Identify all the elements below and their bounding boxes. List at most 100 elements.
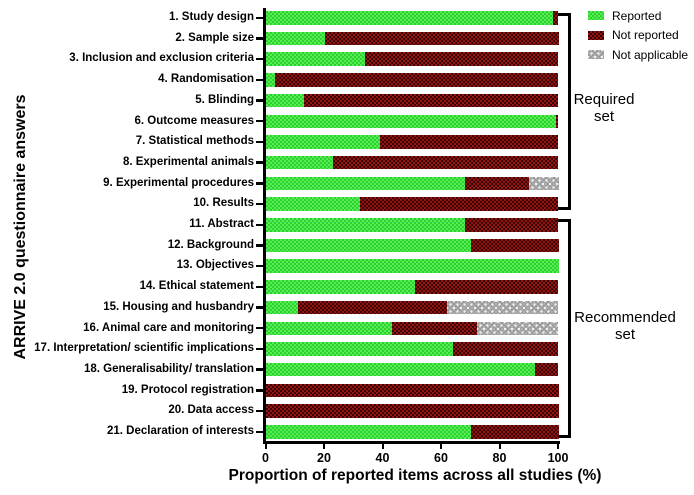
y-tick-mark	[256, 37, 264, 40]
required-set-label-line1: Required	[573, 91, 635, 108]
bar-segment-not-applicable	[476, 321, 559, 335]
bar-segment-not-reported	[555, 114, 559, 128]
x-tick-mark	[323, 443, 326, 449]
legend-label-not-reported: Not reported	[612, 28, 679, 42]
x-tick-label: 60	[434, 451, 448, 465]
legend-label-reported: Reported	[612, 8, 662, 23]
required-set-bracket	[568, 13, 571, 210]
category-label: 8. Experimental animals	[122, 155, 254, 168]
y-tick-mark	[256, 285, 264, 289]
bar-segment-not-reported	[552, 11, 559, 25]
legend: Reported Not reported Not applicable	[588, 9, 692, 68]
category-label: 7. Statistical methods	[135, 135, 254, 148]
y-tick-mark	[256, 223, 264, 226]
recommended-set-label-line2: set	[614, 326, 635, 343]
required-set-label: Required set	[554, 91, 654, 125]
category-label: 10. Results	[193, 197, 254, 210]
y-axis-line	[263, 8, 266, 443]
y-tick-mark	[256, 327, 264, 330]
category-label: 20. Data access	[168, 404, 254, 417]
bar-segment-not-reported	[415, 280, 559, 294]
bar-segment-not-reported	[535, 362, 559, 377]
y-tick-mark	[256, 140, 264, 144]
recommended-set-bracket-top-cap	[556, 219, 571, 222]
y-tick-mark	[256, 430, 264, 433]
category-label: 6. Outcome measures	[134, 114, 254, 127]
recommended-set-label-line1: Recommended	[574, 309, 676, 326]
legend-label-not-applicable: Not applicable	[612, 47, 689, 62]
bar-segment-reported	[266, 31, 325, 46]
legend-item-not-applicable: Not applicable	[588, 47, 692, 62]
bar-segment-not-reported	[266, 404, 559, 418]
x-tick-label: 40	[375, 451, 390, 465]
x-tick-label: 0	[262, 451, 269, 465]
bar-segment-reported	[266, 321, 392, 335]
category-label: 2. Sample size	[175, 31, 254, 44]
bar-segment-not-reported	[380, 135, 559, 149]
bar-segment-not-reported	[470, 238, 559, 253]
recommended-set-bracket-bottom-cap	[556, 435, 571, 438]
bar-segment-reported	[266, 155, 334, 170]
required-set-bracket-top-cap	[556, 13, 571, 16]
x-tick-mark	[498, 443, 501, 449]
bar-segment-reported	[266, 135, 381, 149]
category-label: 15. Housing and husbandry	[103, 300, 254, 313]
bar-segment-reported	[266, 73, 275, 87]
category-label: 1. Study design	[169, 11, 254, 23]
category-label: 16. Animal care and monitoring	[83, 321, 254, 334]
y-tick-mark	[256, 244, 264, 247]
bar-segment-reported	[266, 342, 454, 356]
y-tick-mark	[256, 16, 264, 19]
bar-segment-reported	[266, 362, 536, 377]
y-tick-mark	[256, 161, 264, 164]
bar-segment-not-reported	[359, 197, 559, 211]
bar-segment-reported	[266, 11, 553, 25]
bar-segment-not-applicable	[529, 176, 559, 191]
y-tick-mark	[256, 78, 264, 82]
y-tick-mark	[256, 409, 264, 413]
category-label: 13. Objectives	[176, 259, 254, 272]
bar-segment-not-applicable	[447, 300, 559, 315]
y-tick-mark	[256, 264, 264, 268]
bar-segment-reported	[266, 238, 471, 253]
x-tick-mark	[440, 443, 443, 449]
required-set-label-line2: set	[593, 108, 614, 125]
bar-segment-reported	[266, 218, 465, 232]
legend-item-reported: Reported	[588, 8, 692, 23]
bar-segment-reported	[266, 425, 471, 439]
category-label: 5. Blinding	[195, 93, 254, 106]
recommended-set-label: Recommended set	[555, 309, 694, 343]
y-tick-mark	[256, 306, 264, 309]
category-label: 19. Protocol registration	[121, 383, 254, 396]
not-applicable-swatch-icon	[588, 50, 604, 59]
x-tick-mark	[264, 443, 267, 449]
y-tick-mark	[256, 57, 264, 61]
bar-segment-not-reported	[464, 218, 559, 232]
x-tick-label: 100	[547, 451, 569, 465]
y-tick-mark	[256, 182, 264, 185]
bar-segment-not-reported	[391, 321, 477, 335]
bar-segment-not-reported	[365, 52, 559, 66]
bar-segment-reported	[266, 176, 465, 191]
recommended-set-bracket	[568, 219, 571, 438]
bar-segment-not-reported	[266, 383, 559, 398]
y-tick-mark	[256, 347, 264, 351]
category-label: 17. Interpretation/ scientific implicati…	[34, 342, 254, 355]
category-label: 12. Background	[167, 238, 254, 251]
x-tick-label: 80	[492, 451, 507, 465]
category-label: 14. Ethical statement	[139, 280, 254, 293]
bar-segment-not-reported	[464, 176, 530, 191]
bar-segment-not-reported	[470, 425, 559, 439]
bar-segment-reported	[266, 114, 556, 128]
bar-segment-not-reported	[453, 342, 559, 356]
bar-segment-reported	[266, 197, 360, 211]
bar-segment-not-reported	[298, 300, 448, 315]
y-tick-mark	[256, 389, 264, 392]
bar-segment-reported	[266, 52, 366, 66]
bar-segment-reported	[266, 300, 299, 315]
bar-segment-not-reported	[274, 73, 559, 87]
required-set-bracket-bottom-cap	[556, 207, 571, 210]
not-reported-swatch-icon	[588, 30, 604, 40]
x-tick-label: 20	[317, 451, 331, 465]
